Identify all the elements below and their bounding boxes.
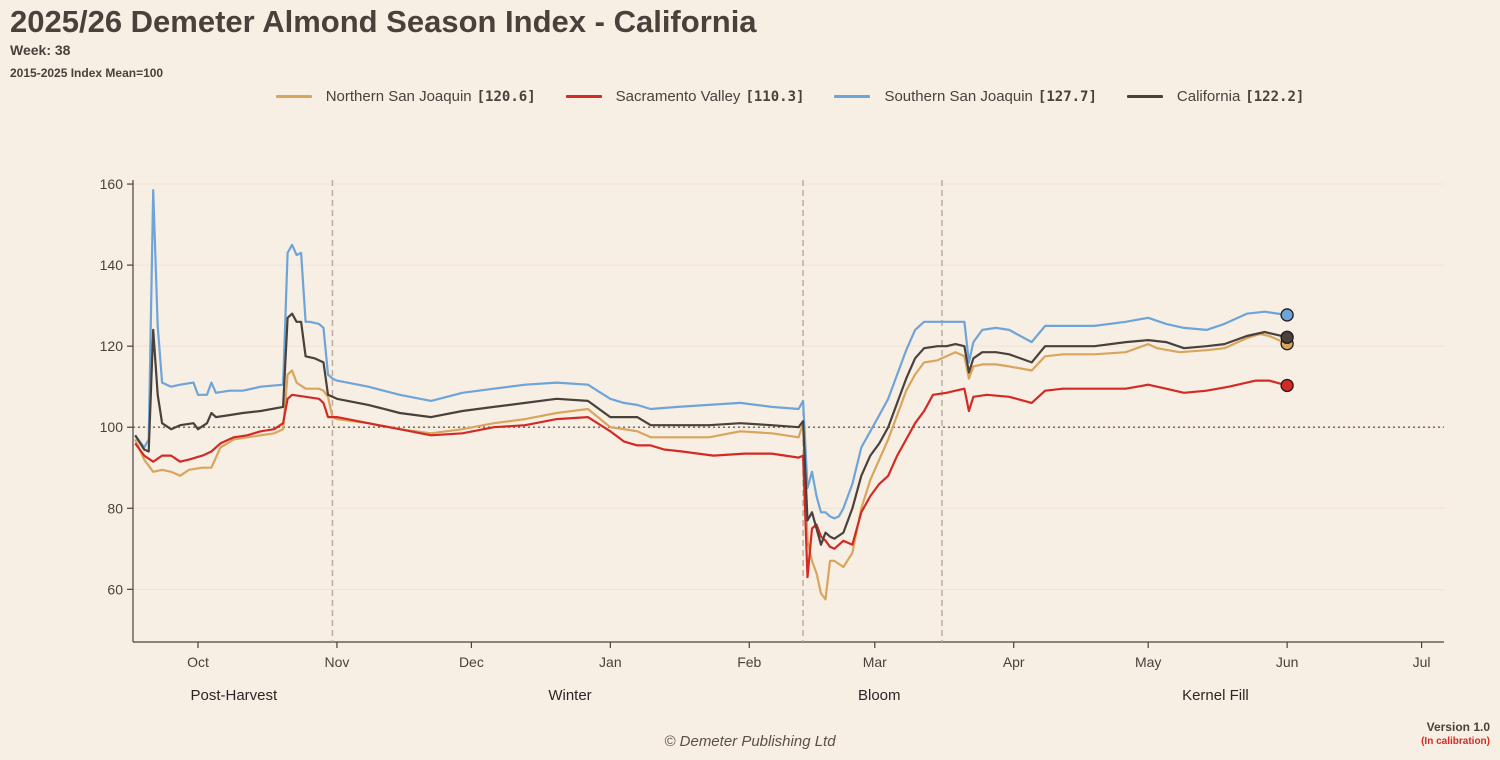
y-tick-label: 140 [100,257,124,273]
baseline-note: 2015-2025 Index Mean=100 [10,66,164,80]
series-end-marker [1280,330,1294,344]
copyright-footer: © Demeter Publishing Ltd [664,733,836,750]
series-end-marker [1280,308,1294,322]
series-end-marker [1280,378,1294,393]
x-tick-label: Jan [599,654,622,670]
y-tick-label: 120 [100,338,124,354]
x-tick-label: Jul [1413,654,1431,670]
page-title: 2025/26 Demeter Almond Season Index - Ca… [10,4,757,39]
x-tick-label: Mar [863,654,887,670]
legend-value: [110.3] [745,88,805,105]
y-tick-label: 160 [100,176,124,192]
legend-value: [120.6] [476,88,536,105]
series-line-northern-san-joaquin [134,332,1288,601]
legend-label: Northern San Joaquin [325,88,472,105]
y-tick-label: 100 [100,419,124,435]
x-tick-label: Jun [1276,654,1299,670]
legend-label: Southern San Joaquin [884,88,1033,105]
x-tick-label: Apr [1003,654,1025,670]
y-tick-label: 80 [107,500,123,516]
legend-label: California [1176,88,1241,105]
series-line-california [134,312,1288,546]
legend-item-northern-san-joaquin: Northern San Joaquin [120.6] [275,88,536,105]
series-line-sacramento-valley [134,379,1288,579]
calibration-status: (In calibration) [1421,736,1490,747]
phase-label: Post-Harvest [190,687,278,704]
legend-swatch [834,95,871,98]
version-block: Version 1.0 (In calibration) [1421,720,1490,747]
phase-label: Winter [548,687,591,704]
legend-swatch [1126,95,1163,98]
y-tick-label: 60 [107,581,123,597]
x-tick-label: Dec [459,654,484,670]
x-tick-label: Feb [737,654,761,670]
legend-item-sacramento-valley: Sacramento Valley [110.3] [565,88,805,105]
chart-legend: Northern San Joaquin [120.6] Sacramento … [0,88,1500,105]
phase-label: Bloom [858,687,901,704]
version-label: Version 1.0 [1426,720,1490,734]
legend-swatch [565,95,602,98]
x-tick-label: Oct [187,654,209,670]
legend-swatch [275,95,312,98]
series-line-southern-san-joaquin [134,189,1288,520]
legend-item-california: California [122.2] [1126,88,1305,105]
x-tick-label: Nov [324,654,349,670]
legend-value: [127.7] [1037,88,1097,105]
legend-item-southern-san-joaquin: Southern San Joaquin [127.7] [834,88,1097,105]
legend-value: [122.2] [1245,88,1305,105]
week-label: Week: 38 [10,42,71,58]
phase-label: Kernel Fill [1182,687,1249,704]
legend-label: Sacramento Valley [615,88,741,105]
x-tick-label: May [1135,654,1161,670]
